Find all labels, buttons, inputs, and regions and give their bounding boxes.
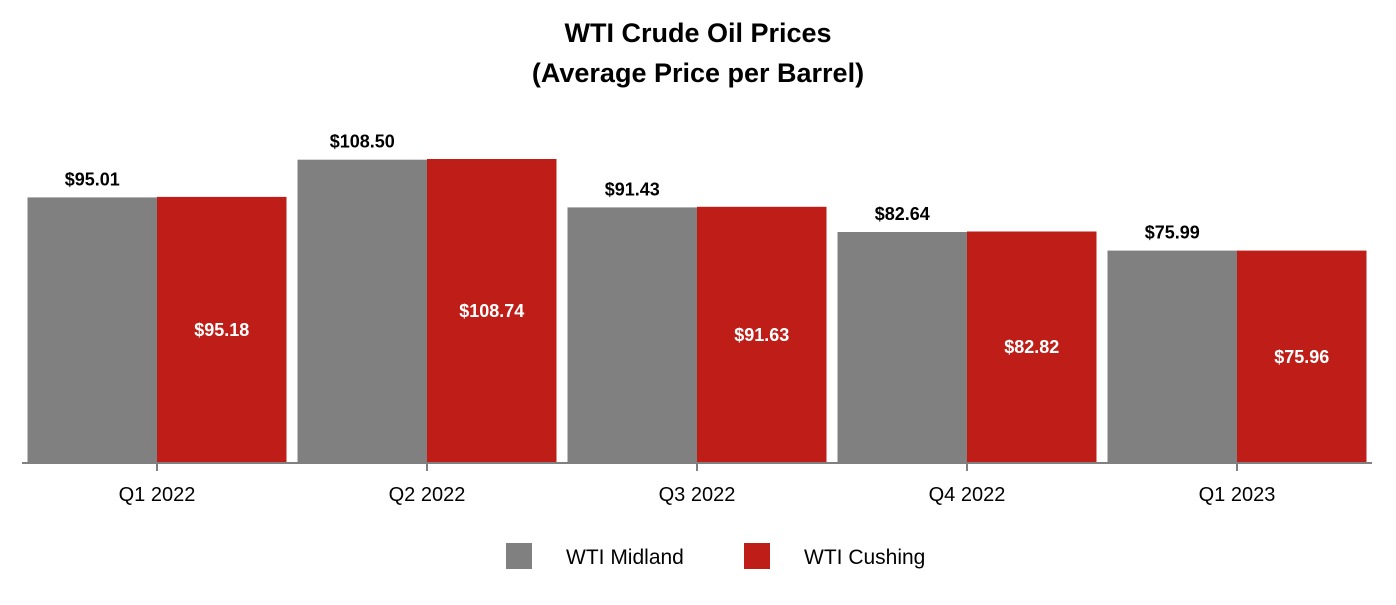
data-label-wti-midland-q1-2023: $75.99 bbox=[1145, 223, 1200, 243]
data-labels: $95.01 $95.18 $108.50 $108.74 $91.43 $91.63 $8… bbox=[65, 132, 1330, 367]
bar-wti-midland-q4-2022 bbox=[837, 232, 967, 463]
x-axis: Q1 2022 Q2 2022 Q3 2022 Q4 2022 Q1 2023 bbox=[22, 462, 1372, 506]
bar-wti-cushing-q3-2022 bbox=[697, 206, 827, 464]
chart-title-line-2: (Average Price per Barrel) bbox=[532, 58, 864, 88]
bar-wti-cushing-q2-2022 bbox=[427, 159, 557, 463]
x-tick-label-q4-2022: Q4 2022 bbox=[929, 484, 1006, 506]
bars bbox=[27, 159, 1367, 464]
bar-wti-midland-q2-2022 bbox=[297, 159, 427, 463]
data-label-wti-midland-q2-2022: $108.50 bbox=[330, 132, 395, 152]
data-label-wti-cushing-q1-2023: $75.96 bbox=[1274, 347, 1329, 367]
legend-label-wti-midland: WTI Midland bbox=[566, 546, 684, 569]
data-label-wti-cushing-q2-2022: $108.74 bbox=[459, 301, 524, 321]
legend-label-wti-cushing: WTI Cushing bbox=[804, 546, 925, 569]
chart-title: WTI Crude Oil Prices (Average Price per … bbox=[532, 18, 864, 88]
bar-wti-cushing-q1-2022 bbox=[157, 196, 287, 463]
data-label-wti-cushing-q4-2022: $82.82 bbox=[1004, 337, 1059, 357]
bar-wti-cushing-q1-2023 bbox=[1237, 250, 1367, 463]
bar-wti-midland-q3-2022 bbox=[567, 207, 697, 463]
legend-swatch-wti-midland bbox=[506, 543, 532, 569]
data-label-wti-midland-q3-2022: $91.43 bbox=[605, 179, 660, 199]
x-tick-label-q1-2022: Q1 2022 bbox=[119, 484, 196, 506]
x-tick-label-q1-2023: Q1 2023 bbox=[1199, 484, 1276, 506]
x-tick-label-q3-2022: Q3 2022 bbox=[659, 484, 736, 506]
data-label-wti-cushing-q3-2022: $91.63 bbox=[734, 325, 789, 345]
chart-title-line-1: WTI Crude Oil Prices bbox=[564, 18, 831, 48]
legend-swatch-wti-cushing bbox=[744, 543, 770, 569]
bar-wti-midland-q1-2022 bbox=[27, 197, 157, 463]
x-tick-label-q2-2022: Q2 2022 bbox=[389, 484, 466, 506]
data-label-wti-midland-q4-2022: $82.64 bbox=[875, 204, 930, 224]
data-label-wti-midland-q1-2022: $95.01 bbox=[65, 169, 120, 189]
data-label-wti-cushing-q1-2022: $95.18 bbox=[194, 320, 249, 340]
bar-wti-midland-q1-2023 bbox=[1107, 250, 1237, 463]
bar-wti-cushing-q4-2022 bbox=[967, 231, 1097, 463]
legend: WTI Midland WTI Cushing bbox=[506, 543, 925, 569]
